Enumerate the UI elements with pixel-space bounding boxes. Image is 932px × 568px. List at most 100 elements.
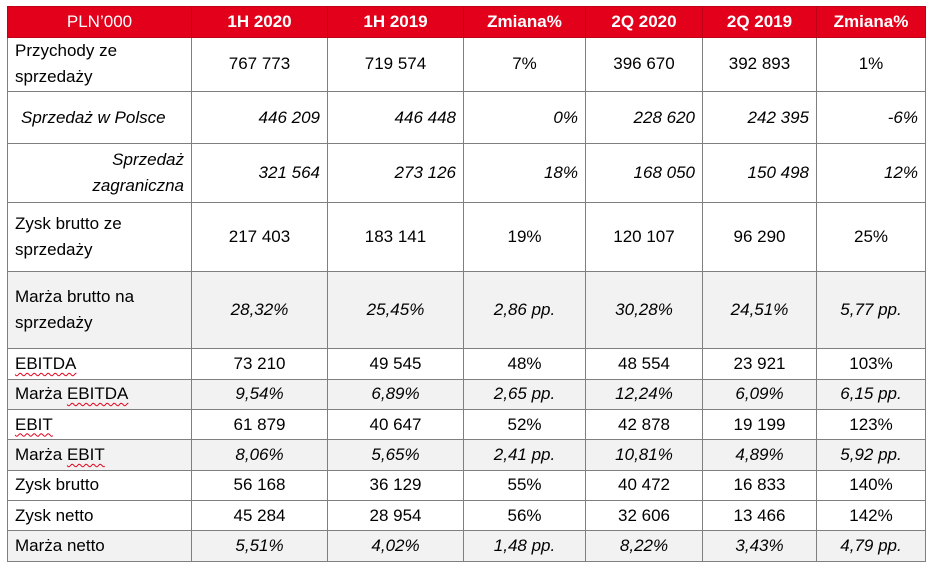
cell: 8,22% xyxy=(585,530,703,562)
cell: 32 606 xyxy=(585,500,703,532)
header-1h-2020: 1H 2020 xyxy=(191,6,328,38)
cell: 55% xyxy=(463,469,586,502)
cell: 48 554 xyxy=(585,348,703,380)
cell: 18% xyxy=(463,143,586,204)
row-label: EBITDA xyxy=(7,348,192,380)
cell: 19 199 xyxy=(702,408,817,441)
row-label: Zysk brutto xyxy=(7,469,192,502)
cell: 5,77 pp. xyxy=(816,271,926,350)
financial-results-table: PLN’000 1H 2020 1H 2019 Zmiana% 2Q 2020 … xyxy=(7,6,926,562)
cell: 2,41 pp. xyxy=(463,439,586,471)
cell: 183 141 xyxy=(327,202,464,273)
cell: 12,24% xyxy=(585,378,703,410)
cell: 48% xyxy=(463,348,586,380)
cell: 719 574 xyxy=(327,37,464,92)
cell: 140% xyxy=(816,469,926,502)
table-row: Zysk brutto 56 168 36 129 55% 40 472 16 … xyxy=(7,469,926,502)
cell: 36 129 xyxy=(327,469,464,502)
cell: 40 647 xyxy=(327,408,464,441)
cell: 1,48 pp. xyxy=(463,530,586,562)
row-label: EBIT xyxy=(7,408,192,441)
table-row: Marża EBITDA 9,54% 6,89% 2,65 pp. 12,24%… xyxy=(7,378,926,410)
cell: 273 126 xyxy=(327,143,464,204)
table-row: Marża netto 5,51% 4,02% 1,48 pp. 8,22% 3… xyxy=(7,530,926,562)
header-unit: PLN’000 xyxy=(7,6,192,38)
cell: 13 466 xyxy=(702,500,817,532)
cell: 10,81% xyxy=(585,439,703,471)
cell: 56 168 xyxy=(191,469,328,502)
cell: 321 564 xyxy=(191,143,328,204)
cell: 392 893 xyxy=(702,37,817,92)
cell: 396 670 xyxy=(585,37,703,92)
header-1h-2019: 1H 2019 xyxy=(327,6,464,38)
table-row: EBITDA 73 210 49 545 48% 48 554 23 921 1… xyxy=(7,348,926,380)
cell: 56% xyxy=(463,500,586,532)
table-row: Marża brutto na sprzedaży 28,32% 25,45% 2… xyxy=(7,271,926,350)
cell: 4,89% xyxy=(702,439,817,471)
cell: 19% xyxy=(463,202,586,273)
cell: 217 403 xyxy=(191,202,328,273)
cell: 28,32% xyxy=(191,271,328,350)
cell: 767 773 xyxy=(191,37,328,92)
cell: 120 107 xyxy=(585,202,703,273)
cell: 1% xyxy=(816,37,926,92)
cell: 103% xyxy=(816,348,926,380)
cell: 150 498 xyxy=(702,143,817,204)
cell: 23 921 xyxy=(702,348,817,380)
cell: 142% xyxy=(816,500,926,532)
row-label: Marża EBIT xyxy=(7,439,192,471)
row-label: Zysk brutto ze sprzedaży xyxy=(7,202,192,273)
cell: 16 833 xyxy=(702,469,817,502)
table-row: Zysk netto 45 284 28 954 56% 32 606 13 4… xyxy=(7,500,926,532)
table-row: Przychody ze sprzedaży 767 773 719 574 7%… xyxy=(7,37,926,92)
cell: 49 545 xyxy=(327,348,464,380)
cell: 28 954 xyxy=(327,500,464,532)
cell: 2,65 pp. xyxy=(463,378,586,410)
cell: 30,28% xyxy=(585,271,703,350)
table-row: Zysk brutto ze sprzedaży 217 403 183 141 … xyxy=(7,202,926,273)
row-label: Marża brutto na sprzedaży xyxy=(7,271,192,350)
header-change-1h: Zmiana% xyxy=(463,6,586,38)
cell: 168 050 xyxy=(585,143,703,204)
cell: 45 284 xyxy=(191,500,328,532)
cell: 7% xyxy=(463,37,586,92)
row-label: Przychody ze sprzedaży xyxy=(7,37,192,92)
cell: 242 395 xyxy=(702,90,817,145)
cell: 2,86 pp. xyxy=(463,271,586,350)
cell: 42 878 xyxy=(585,408,703,441)
cell: -6% xyxy=(816,90,926,145)
cell: 25,45% xyxy=(327,271,464,350)
cell: 6,09% xyxy=(702,378,817,410)
row-label: Marża EBITDA xyxy=(7,378,192,410)
cell: 8,06% xyxy=(191,439,328,471)
cell: 61 879 xyxy=(191,408,328,441)
cell: 6,89% xyxy=(327,378,464,410)
cell: 0% xyxy=(463,90,586,145)
table-row: Sprzedaż zagraniczna 321 564 273 126 18% … xyxy=(7,143,926,204)
table-row: Marża EBIT 8,06% 5,65% 2,41 pp. 10,81% 4… xyxy=(7,439,926,471)
cell: 446 448 xyxy=(327,90,464,145)
cell: 446 209 xyxy=(191,90,328,145)
cell: 12% xyxy=(816,143,926,204)
cell: 24,51% xyxy=(702,271,817,350)
header-2q-2019: 2Q 2019 xyxy=(702,6,817,38)
row-label: Zysk netto xyxy=(7,500,192,532)
row-label: Sprzedaż zagraniczna xyxy=(7,143,192,204)
table-row: EBIT 61 879 40 647 52% 42 878 19 199 123… xyxy=(7,408,926,441)
cell: 4,79 pp. xyxy=(816,530,926,562)
cell: 9,54% xyxy=(191,378,328,410)
cell: 4,02% xyxy=(327,530,464,562)
cell: 40 472 xyxy=(585,469,703,502)
row-label: Sprzedaż w Polsce xyxy=(7,90,192,145)
cell: 123% xyxy=(816,408,926,441)
cell: 3,43% xyxy=(702,530,817,562)
header-row: PLN’000 1H 2020 1H 2019 Zmiana% 2Q 2020 … xyxy=(7,6,926,38)
cell: 73 210 xyxy=(191,348,328,380)
cell: 228 620 xyxy=(585,90,703,145)
cell: 96 290 xyxy=(702,202,817,273)
row-label: Marża netto xyxy=(7,530,192,562)
cell: 52% xyxy=(463,408,586,441)
cell: 5,65% xyxy=(327,439,464,471)
cell: 6,15 pp. xyxy=(816,378,926,410)
header-2q-2020: 2Q 2020 xyxy=(585,6,703,38)
